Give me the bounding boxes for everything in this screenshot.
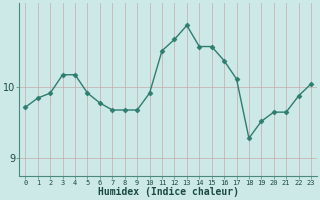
X-axis label: Humidex (Indice chaleur): Humidex (Indice chaleur) — [98, 187, 239, 197]
